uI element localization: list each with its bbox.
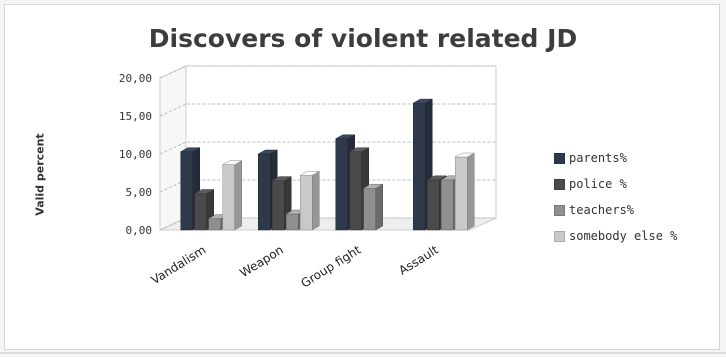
x-category-label: Vandalism (148, 243, 208, 288)
legend-swatch (554, 230, 565, 242)
y-tick-label: 0,00 (126, 224, 153, 237)
gridline (159, 179, 496, 193)
legend-item: teachers% (554, 197, 677, 223)
gridline (159, 65, 496, 79)
legend-swatch (554, 178, 565, 190)
legend-swatch (554, 152, 565, 164)
y-tick-label: 10,00 (119, 148, 152, 161)
legend-label: teachers% (569, 203, 635, 217)
legend-label: somebody else % (569, 229, 678, 243)
legend-item: police % (554, 171, 677, 197)
gridline (159, 217, 496, 231)
bar (299, 170, 321, 231)
y-tick-label: 20,00 (119, 72, 152, 85)
y-tick-label: 5,00 (126, 186, 153, 199)
bar (221, 160, 243, 231)
legend-label: parents% (569, 151, 627, 165)
x-category-label: Assault (396, 243, 441, 278)
y-tick-label: 15,00 (119, 110, 152, 123)
x-category-label: Group fight (298, 243, 363, 291)
legend-item: somebody else % (554, 223, 677, 249)
bars-layer (179, 98, 476, 231)
gridline (159, 103, 496, 117)
x-category-label: Weapon (237, 243, 286, 281)
gridline (159, 141, 496, 155)
bar (454, 152, 476, 231)
legend-item: parents% (554, 145, 677, 171)
bar (362, 183, 384, 231)
legend-swatch (554, 204, 565, 216)
bottom-divider (0, 352, 726, 354)
chart-title: Discovers of violent related JD (148, 24, 578, 53)
legend-label: police % (569, 177, 627, 191)
legend: parents% police % teachers% somebody else % (554, 145, 677, 249)
